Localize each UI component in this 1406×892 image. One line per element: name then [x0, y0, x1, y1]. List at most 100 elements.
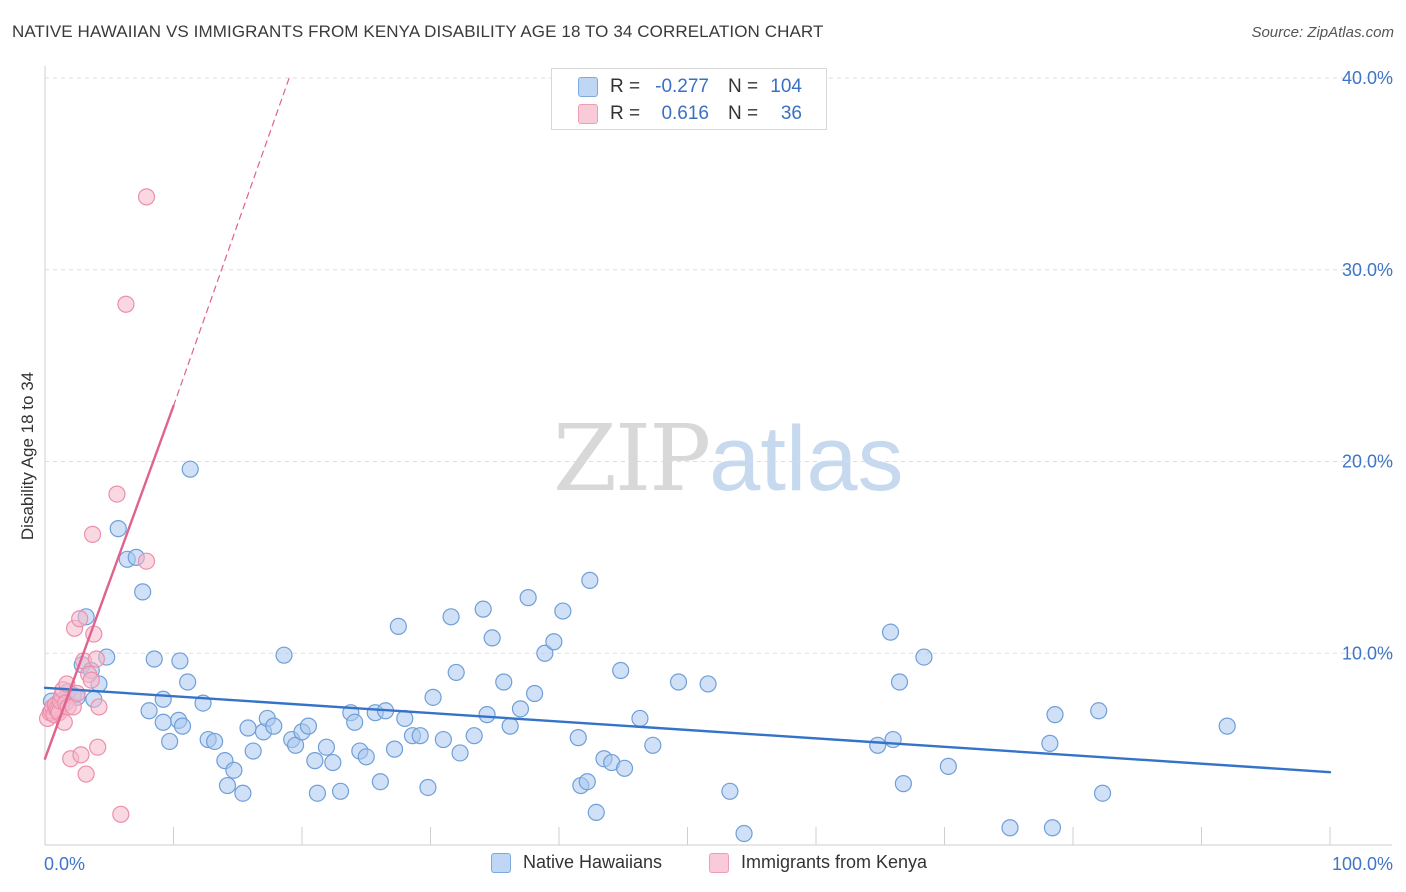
- source-label: Source: ZipAtlas.com: [1251, 24, 1394, 41]
- native-hawaiian-point: [939, 757, 957, 775]
- kenya-immigrant-point: [117, 295, 135, 313]
- native-hawaiian-point: [145, 650, 163, 668]
- stats-r-value: 0.616: [661, 103, 709, 124]
- native-hawaiian-point: [474, 600, 492, 618]
- legend-label: Native Hawaiians: [523, 852, 663, 872]
- stats-n-label: N =: [728, 103, 759, 124]
- native-hawaiian-point: [331, 782, 350, 800]
- native-hawaiian-point: [181, 460, 199, 478]
- native-hawaiian-point: [451, 744, 469, 762]
- x-tick-label: 100.0%: [1332, 854, 1393, 874]
- native-hawaiian-point: [1041, 734, 1059, 752]
- native-hawaiian-point: [134, 583, 152, 601]
- native-hawaiian-point: [1218, 717, 1236, 735]
- native-hawaiian-point: [424, 688, 442, 706]
- legend-item-native-hawaiians[interactable]: Native Hawaiians: [491, 852, 662, 873]
- native-hawaiian-point: [915, 648, 933, 666]
- native-hawaiian-point: [525, 684, 544, 703]
- native-hawaiian-point: [578, 773, 596, 791]
- stats-row-immigrants-from-kenya: R = 0.616 N = 36: [552, 101, 826, 127]
- stats-r-label: R =: [610, 103, 641, 124]
- legend-swatch-blue: [491, 852, 511, 873]
- native-hawaiian-point: [890, 673, 909, 691]
- native-hawaiian-point: [483, 629, 501, 647]
- native-hawaiian-point: [1001, 819, 1019, 837]
- native-hawaiian-point: [612, 661, 630, 680]
- native-hawaiian-point: [206, 732, 224, 751]
- native-hawaiian-point: [385, 740, 404, 758]
- legend-swatch-pink: [709, 852, 729, 873]
- y-tick-label: 40.0%: [1342, 68, 1393, 88]
- native-hawaiian-point: [154, 690, 172, 708]
- chart-title: NATIVE HAWAIIAN VS IMMIGRANTS FROM KENYA…: [12, 22, 824, 41]
- native-hawaiian-point: [519, 589, 537, 607]
- y-tick-label: 20.0%: [1342, 452, 1393, 472]
- native-hawaiian-point: [581, 571, 599, 589]
- native-hawaiian-point: [161, 732, 179, 751]
- native-hawaiian-point: [317, 738, 336, 756]
- native-hawaiian-point: [389, 617, 407, 636]
- native-hawaiian-point: [171, 652, 189, 670]
- native-hawaiian-point: [511, 700, 530, 718]
- kenya-immigrant-point: [137, 188, 156, 206]
- stats-r-value: -0.277: [655, 76, 709, 97]
- native-hawaiian-point: [306, 752, 324, 770]
- native-hawaiian-point: [173, 717, 192, 735]
- legend-item-immigrants-from-kenya[interactable]: Immigrants from Kenya: [709, 852, 927, 873]
- native-hawaiian-point: [346, 713, 364, 731]
- native-hawaiian-point: [434, 730, 452, 749]
- y-tick-label: 30.0%: [1342, 260, 1393, 280]
- stats-r-label: R =: [610, 76, 641, 97]
- native-hawaiian-point: [554, 602, 572, 620]
- native-hawaiian-point: [109, 520, 127, 538]
- native-hawaiian-point: [411, 727, 429, 745]
- native-hawaiian-point: [884, 730, 902, 749]
- kenya-immigrant-point: [90, 698, 108, 716]
- native-hawaiian-point: [419, 778, 437, 797]
- native-hawaiian-point: [1090, 702, 1108, 720]
- kenya-immigrant-point: [112, 805, 130, 823]
- native-hawaiian-point: [465, 727, 483, 745]
- native-hawaiian-point: [154, 713, 172, 731]
- native-hawaiian-point: [357, 748, 375, 766]
- native-hawaiian-point: [545, 633, 563, 651]
- kenya-immigrant-point: [77, 765, 95, 783]
- native-hawaiian-point: [308, 784, 327, 802]
- native-hawaiian-point: [615, 759, 634, 777]
- stats-legend: R = -0.277 N = 104 R = 0.616 N = 36: [551, 68, 827, 130]
- x-tick-label: 0.0%: [44, 854, 85, 874]
- legend-label: Immigrants from Kenya: [741, 852, 928, 872]
- native-hawaiian-point: [1043, 819, 1062, 837]
- y-axis-label: Disability Age 18 to 34: [18, 371, 37, 541]
- native-hawaiian-point: [1093, 784, 1112, 802]
- kenya-immigrant-point: [83, 525, 102, 543]
- native-hawaiian-point: [536, 644, 554, 662]
- native-hawaiian-point: [894, 775, 912, 793]
- native-hawaiian-point: [569, 729, 587, 747]
- native-hawaiian-point: [179, 673, 197, 691]
- native-hawaiian-point: [244, 742, 262, 760]
- kenya-immigrant-point: [89, 738, 107, 756]
- native-hawaiian-point: [324, 753, 342, 772]
- stats-swatch-pink: [578, 104, 598, 124]
- native-hawaiian-point: [881, 623, 900, 641]
- native-hawaiian-point: [587, 803, 605, 822]
- native-hawaiian-point: [299, 717, 318, 735]
- native-hawaiian-point: [447, 663, 465, 682]
- native-hawaiian-point: [265, 717, 283, 735]
- native-hawaiian-point: [501, 717, 519, 735]
- native-hawaiian-point: [495, 673, 513, 691]
- native-hawaiian-trend-line: [43, 686, 1332, 774]
- native-hawaiian-point: [218, 776, 237, 795]
- y-tick-label: 10.0%: [1342, 643, 1393, 663]
- native-hawaiian-point: [442, 608, 460, 626]
- kenya-immigrant-point: [72, 746, 90, 764]
- kenya-immigrant-point: [87, 650, 106, 668]
- kenya-immigrant-point: [82, 671, 100, 689]
- native-hawaiian-point: [869, 736, 887, 754]
- native-hawaiian-point: [371, 773, 389, 791]
- native-hawaiian-point: [275, 646, 293, 664]
- native-hawaiian-point: [225, 761, 243, 779]
- stats-n-label: N =: [728, 76, 759, 97]
